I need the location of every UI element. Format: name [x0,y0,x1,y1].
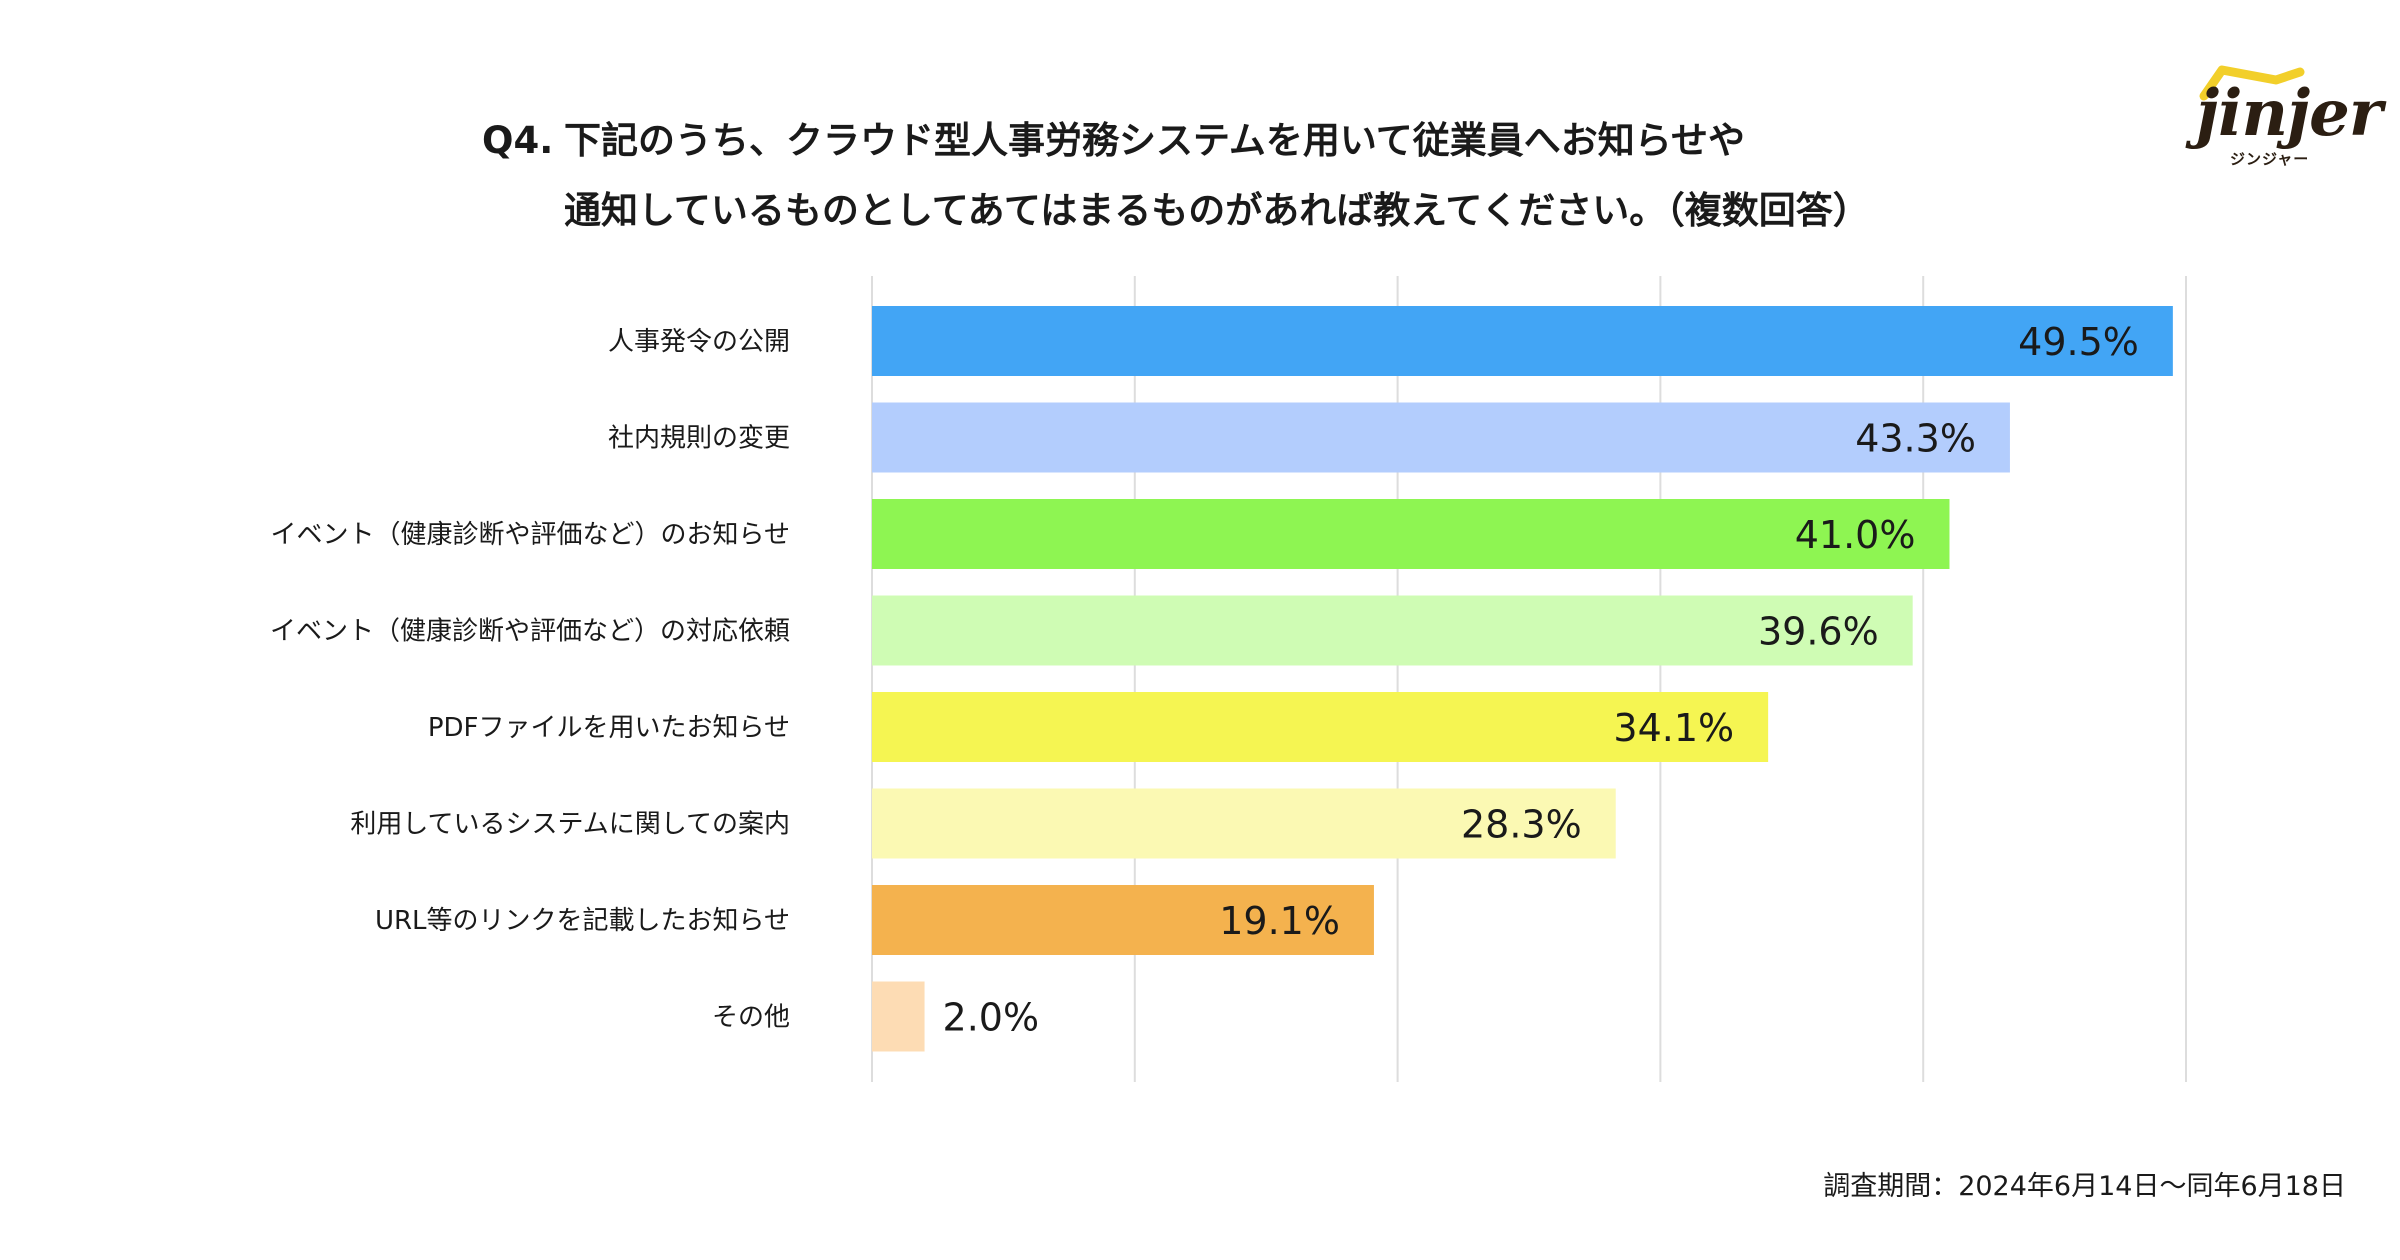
bar [872,402,2010,473]
bar [872,692,1769,762]
question-number: Q4. [482,119,554,162]
value-label: 28.3% [1461,803,1582,847]
logo-subtitle: ジンジャー [2230,150,2310,168]
category-label: URL等のリンクを記載したお知らせ [375,906,790,936]
value-label: 39.6% [1758,610,1879,654]
jinjer-logo: jinjer ジンジャー [2176,62,2383,172]
chart-title: Q4. 下記のうち、クラウド型人事労務システムを用いて従業員へお知らせや 通知し… [482,106,2082,246]
bar [872,885,1374,955]
survey-period: 調査期間：2024年6月14日〜同年6月18日 [1823,1171,2346,1202]
value-label: 41.0% [1795,513,1916,557]
bar [872,981,925,1052]
category-label: イベント（健康診断や評価など）のお知らせ [271,520,790,550]
category-label: 利用しているシステムに関しての案内 [350,810,790,840]
value-label: 43.3% [1855,417,1976,461]
title-line-2: 通知しているものとしてあてはまるものがあれば教えてください。（複数回答） [564,189,1870,232]
value-label: 49.5% [2018,320,2139,364]
category-label: 人事発令の公開 [608,327,790,357]
category-label: PDFファイルを用いたお知らせ [428,713,790,743]
value-label: 34.1% [1613,706,1734,750]
title-line-1: 下記のうち、クラウド型人事労務システムを用いて従業員へお知らせや [564,119,1746,162]
logo-wordmark: jinjer [2196,76,2383,151]
value-label: 2.0% [943,996,1040,1040]
bar [872,306,2173,376]
category-label: その他 [712,1003,790,1033]
category-label: イベント（健康診断や評価など）の対応依頼 [270,617,790,647]
value-label: 19.1% [1219,899,1340,943]
bar [872,499,1950,569]
category-label: 社内規則の変更 [608,424,790,454]
roof-icon [2199,65,2305,101]
bar [872,788,1616,859]
bar [872,595,1913,666]
